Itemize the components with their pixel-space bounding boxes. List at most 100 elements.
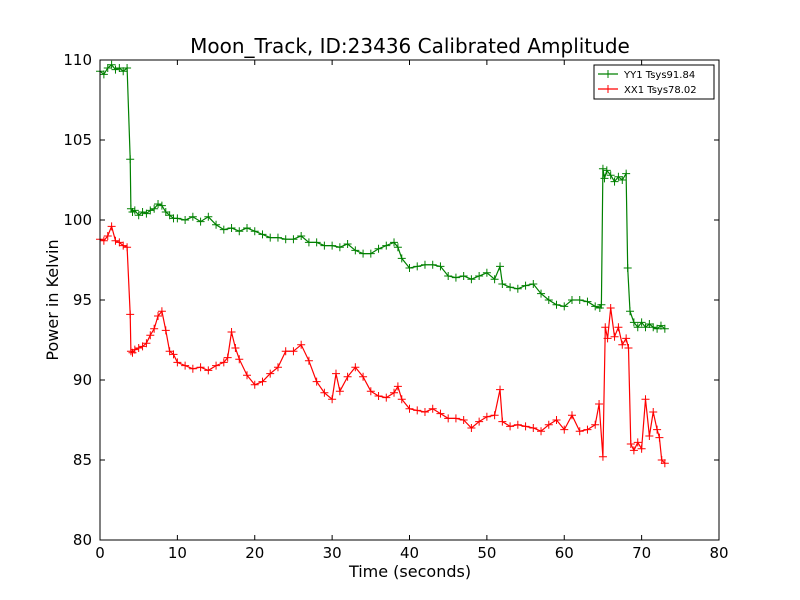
data-point-marker bbox=[393, 243, 402, 252]
data-point-marker bbox=[498, 417, 507, 426]
x-axis-label: Time (seconds) bbox=[348, 562, 471, 581]
y-tick-label: 90 bbox=[73, 371, 92, 389]
data-point-marker bbox=[320, 388, 329, 397]
data-point-marker bbox=[165, 211, 174, 220]
data-point-marker bbox=[273, 233, 282, 242]
data-point-marker bbox=[633, 438, 642, 447]
data-point-marker bbox=[496, 262, 505, 271]
data-point-marker bbox=[390, 238, 399, 247]
data-point-marker bbox=[161, 208, 170, 216]
x-tick-label: 10 bbox=[168, 544, 187, 562]
data-point-marker bbox=[250, 227, 259, 236]
data-point-marker bbox=[482, 412, 491, 421]
data-point-marker bbox=[591, 420, 600, 429]
data-point-marker bbox=[467, 424, 476, 432]
data-point-marker bbox=[482, 268, 491, 277]
data-point-marker bbox=[366, 387, 375, 396]
data-point-marker bbox=[150, 324, 159, 333]
data-point-marker bbox=[552, 300, 561, 309]
legend-swatch-marker bbox=[604, 70, 612, 78]
data-point-marker bbox=[618, 340, 627, 349]
data-point-marker bbox=[134, 211, 143, 220]
data-point-marker bbox=[312, 377, 321, 386]
data-point-marker bbox=[467, 275, 476, 284]
data-point-marker bbox=[602, 166, 611, 175]
data-point-marker bbox=[119, 67, 128, 76]
data-point-marker bbox=[420, 260, 429, 269]
data-point-marker bbox=[343, 240, 352, 248]
legend-label: YY1 Tsys91.84 bbox=[623, 70, 695, 81]
data-point-marker bbox=[610, 177, 619, 186]
data-point-marker bbox=[393, 382, 402, 391]
x-tick-label: 20 bbox=[245, 544, 264, 562]
data-point-marker bbox=[138, 208, 147, 216]
data-point-marker bbox=[103, 232, 112, 240]
data-point-marker bbox=[204, 366, 213, 375]
data-point-marker bbox=[656, 321, 665, 330]
data-point-marker bbox=[451, 273, 460, 282]
data-point-marker bbox=[660, 459, 669, 468]
data-point-marker bbox=[157, 201, 166, 210]
data-point-marker bbox=[138, 342, 147, 351]
data-point-marker bbox=[405, 404, 414, 413]
data-point-marker bbox=[629, 318, 638, 327]
data-point-marker bbox=[413, 262, 422, 271]
data-point-marker bbox=[624, 344, 633, 352]
data-point-marker bbox=[645, 320, 654, 328]
y-tick-label: 85 bbox=[73, 451, 92, 469]
data-point-marker bbox=[304, 238, 313, 247]
data-point-marker bbox=[513, 420, 522, 429]
x-tick-label: 70 bbox=[632, 544, 651, 562]
data-point-marker bbox=[645, 432, 654, 440]
data-point-marker bbox=[297, 340, 306, 349]
legend: YY1 Tsys91.84 XX1 Tsys78.02 bbox=[593, 64, 715, 100]
data-point-marker bbox=[475, 272, 484, 280]
data-point-marker bbox=[614, 172, 623, 181]
data-point-marker bbox=[181, 361, 190, 370]
data-point-marker bbox=[529, 424, 538, 432]
data-point-marker bbox=[633, 323, 642, 332]
data-point-marker bbox=[99, 236, 108, 245]
data-point-marker bbox=[655, 433, 664, 442]
data-point-marker bbox=[335, 243, 344, 252]
data-point-marker bbox=[498, 280, 507, 288]
data-point-marker bbox=[600, 174, 609, 183]
data-point-marker bbox=[169, 350, 178, 359]
data-point-marker bbox=[544, 420, 553, 429]
x-tick-label: 30 bbox=[323, 544, 342, 562]
data-point-marker bbox=[266, 369, 275, 378]
data-point-marker bbox=[188, 212, 197, 221]
data-point-marker bbox=[130, 206, 139, 215]
data-point-marker bbox=[390, 388, 399, 397]
data-point-marker bbox=[243, 371, 252, 380]
data-point-marker bbox=[614, 323, 623, 332]
data-point-marker bbox=[304, 356, 313, 365]
series-layer bbox=[96, 60, 669, 468]
data-point-marker bbox=[623, 264, 632, 272]
data-point-marker bbox=[273, 363, 282, 372]
data-point-marker bbox=[351, 363, 360, 372]
series-line bbox=[99, 63, 666, 330]
data-point-marker bbox=[366, 249, 375, 258]
data-point-marker bbox=[595, 304, 604, 312]
legend-swatch-marker bbox=[604, 85, 612, 93]
data-point-marker bbox=[382, 241, 391, 250]
data-point-marker bbox=[212, 361, 221, 370]
data-point-marker bbox=[289, 235, 298, 244]
data-point-marker bbox=[165, 347, 174, 356]
data-point-marker bbox=[653, 324, 662, 333]
series-1 bbox=[96, 222, 669, 468]
data-point-marker bbox=[331, 369, 340, 378]
data-point-marker bbox=[227, 328, 236, 336]
data-point-marker bbox=[606, 304, 615, 312]
data-point-marker bbox=[374, 392, 383, 400]
data-point-marker bbox=[212, 220, 221, 229]
data-point-marker bbox=[537, 289, 546, 298]
data-point-marker bbox=[204, 212, 213, 221]
data-point-marker bbox=[335, 387, 344, 396]
data-point-marker bbox=[560, 425, 569, 434]
y-tick-label: 80 bbox=[73, 531, 92, 549]
data-point-marker bbox=[490, 275, 499, 284]
data-point-marker bbox=[603, 334, 612, 343]
